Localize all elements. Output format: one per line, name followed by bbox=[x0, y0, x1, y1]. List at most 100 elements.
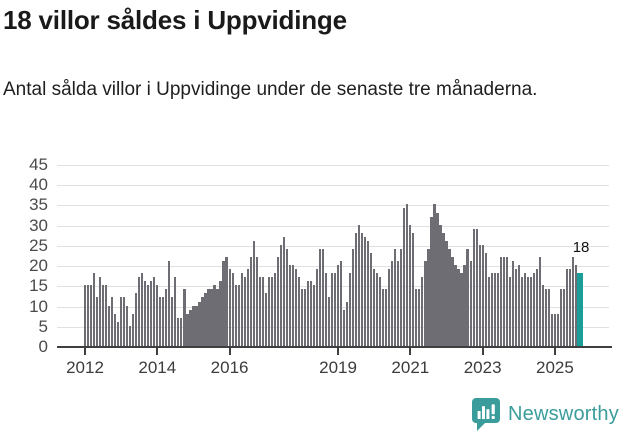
bar bbox=[445, 240, 448, 346]
x-axis-label: 2019 bbox=[319, 358, 357, 377]
bar bbox=[565, 269, 569, 346]
bar bbox=[228, 269, 231, 346]
bar bbox=[349, 273, 352, 346]
bar bbox=[487, 277, 490, 346]
bar bbox=[315, 269, 319, 346]
bar bbox=[442, 232, 445, 346]
bar bbox=[180, 317, 183, 346]
bar bbox=[318, 248, 322, 346]
bar bbox=[168, 261, 171, 346]
bar bbox=[101, 285, 105, 346]
bar bbox=[111, 297, 114, 346]
y-axis-label: 30 bbox=[29, 215, 48, 235]
bar bbox=[324, 273, 328, 346]
bar bbox=[397, 261, 400, 346]
bar bbox=[367, 240, 370, 346]
bar bbox=[505, 257, 508, 346]
bar bbox=[463, 265, 466, 346]
newsworthy-logo-icon bbox=[472, 398, 500, 431]
bar bbox=[86, 285, 90, 346]
bar bbox=[294, 269, 297, 346]
bar bbox=[373, 269, 376, 346]
bar bbox=[231, 273, 234, 346]
y-axis-label: 15 bbox=[29, 276, 48, 296]
bar bbox=[207, 289, 210, 346]
bar bbox=[195, 305, 198, 346]
value-annotation: 18 bbox=[572, 239, 590, 257]
bar bbox=[144, 281, 147, 346]
bar bbox=[306, 281, 309, 346]
current-period-bar bbox=[577, 273, 583, 346]
page-title: 18 villor såldes i Uppvidinge bbox=[3, 5, 347, 35]
bar bbox=[132, 313, 135, 346]
bar bbox=[535, 269, 538, 346]
bar bbox=[342, 309, 346, 346]
y-axis-label: 40 bbox=[29, 175, 48, 195]
bar bbox=[95, 297, 99, 346]
y-axis-label: 25 bbox=[29, 235, 48, 255]
x-axis-label: 2021 bbox=[391, 358, 430, 377]
x-axis-tick bbox=[481, 348, 484, 355]
gridline bbox=[57, 245, 609, 247]
bar bbox=[478, 244, 481, 346]
y-axis-label: 35 bbox=[29, 195, 48, 215]
bar bbox=[126, 305, 129, 346]
bar bbox=[490, 273, 493, 346]
bar bbox=[523, 273, 526, 346]
bar bbox=[234, 285, 237, 346]
bar bbox=[108, 305, 111, 346]
gridline bbox=[57, 205, 609, 207]
x-axis-tick bbox=[84, 348, 86, 355]
bar bbox=[562, 289, 566, 346]
bar bbox=[141, 273, 144, 346]
bar bbox=[189, 309, 192, 346]
bar bbox=[177, 317, 180, 346]
bar bbox=[138, 277, 141, 346]
newsworthy-logo[interactable]: Newsworthy bbox=[471, 397, 619, 432]
bar bbox=[493, 273, 496, 346]
bar bbox=[285, 248, 288, 346]
bar bbox=[258, 277, 261, 346]
bar bbox=[475, 228, 478, 346]
bar bbox=[117, 321, 120, 346]
bar bbox=[171, 297, 174, 346]
y-axis-label: 20 bbox=[29, 256, 48, 276]
bar bbox=[147, 285, 150, 346]
bar bbox=[460, 273, 463, 346]
bar bbox=[508, 277, 511, 346]
bar bbox=[529, 277, 532, 346]
bar bbox=[451, 257, 454, 346]
x-axis-label: 2012 bbox=[66, 358, 104, 377]
bar bbox=[376, 273, 379, 346]
bar bbox=[541, 285, 544, 346]
bar bbox=[183, 289, 186, 346]
bar bbox=[538, 257, 541, 346]
bar-chart: 0 5 10 15 20 25 30 35 40 45 2012 2014 2016 2019 2021 20… bbox=[0, 150, 631, 390]
bar bbox=[252, 240, 255, 346]
bar bbox=[454, 265, 457, 346]
bar bbox=[457, 269, 460, 346]
bar bbox=[192, 305, 195, 346]
bar bbox=[92, 273, 96, 346]
bar bbox=[216, 289, 219, 346]
x-axis-tick bbox=[228, 348, 231, 355]
x-axis-tick bbox=[409, 348, 412, 355]
bar bbox=[427, 248, 430, 346]
bar bbox=[520, 277, 523, 346]
x-axis-label: 2023 bbox=[463, 358, 502, 377]
bar bbox=[358, 224, 361, 346]
bar bbox=[237, 285, 240, 346]
bar bbox=[219, 281, 222, 346]
bar bbox=[406, 204, 409, 346]
bar bbox=[225, 257, 228, 346]
bar bbox=[409, 224, 412, 346]
bar bbox=[303, 289, 306, 346]
bar bbox=[264, 293, 267, 346]
bar bbox=[174, 277, 177, 346]
gridline bbox=[57, 164, 609, 166]
bar bbox=[291, 265, 294, 346]
x-axis-tick bbox=[156, 348, 159, 355]
bar bbox=[201, 297, 204, 346]
bar bbox=[439, 224, 442, 346]
bar bbox=[484, 252, 487, 346]
